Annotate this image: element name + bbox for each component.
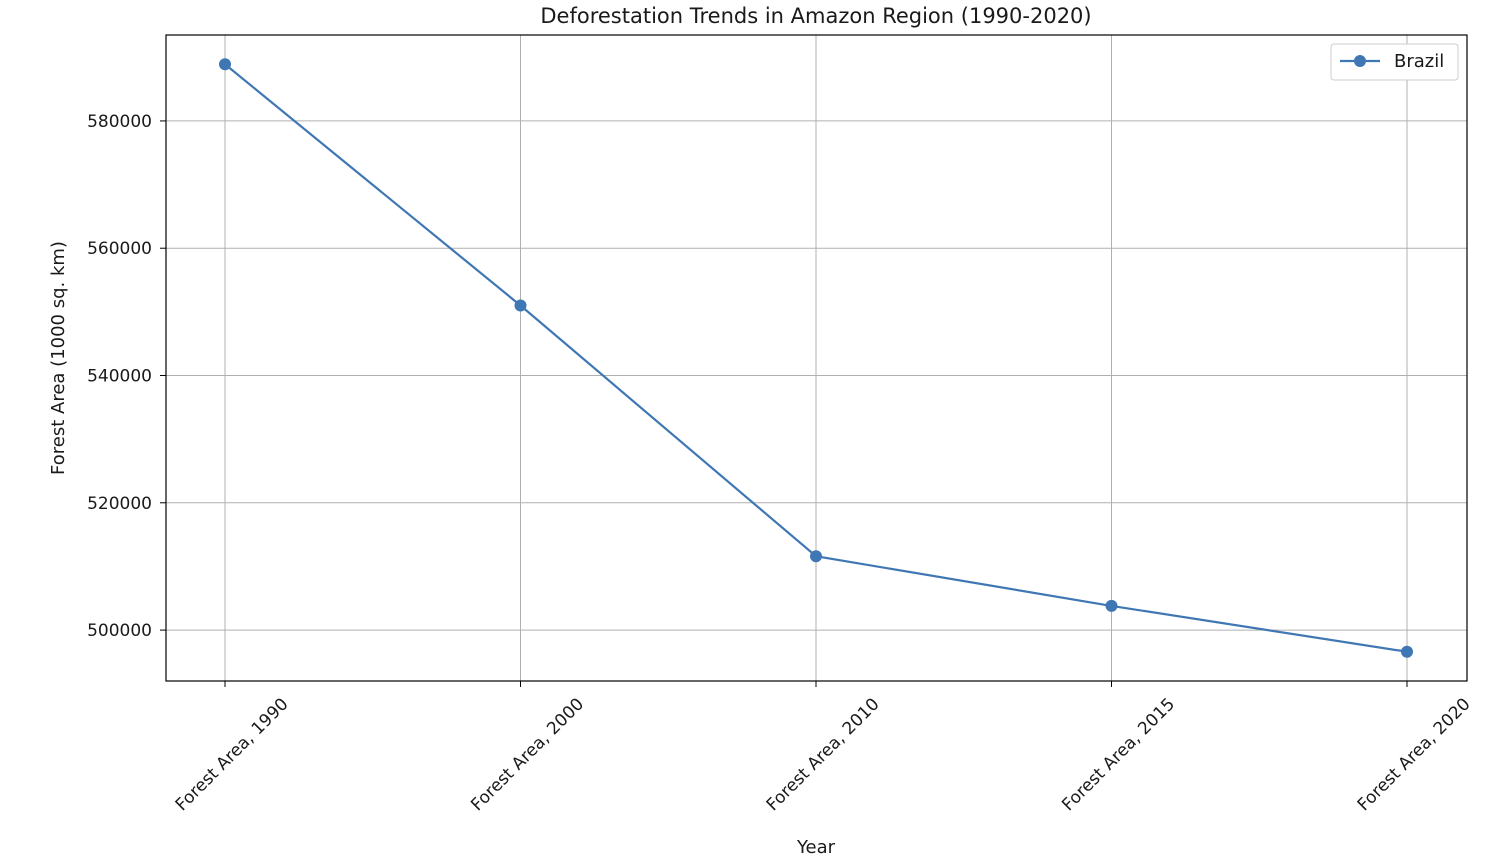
data-point bbox=[810, 550, 822, 563]
data-point bbox=[1401, 645, 1413, 658]
x-axis-label: Year bbox=[796, 837, 836, 858]
y-axis-label: Forest Area (1000 sq. km) bbox=[48, 241, 69, 475]
x-tick-label: Forest Area, 2015 bbox=[1058, 694, 1179, 815]
x-tick-label: Forest Area, 2010 bbox=[763, 694, 884, 815]
y-tick-label: 500000 bbox=[87, 621, 152, 641]
series-layer bbox=[219, 58, 1413, 658]
legend-box bbox=[1330, 43, 1459, 81]
data-point bbox=[219, 58, 231, 71]
y-tick-label: 520000 bbox=[87, 494, 152, 514]
x-tick-label: Forest Area, 1990 bbox=[172, 694, 293, 815]
grid bbox=[166, 35, 1467, 681]
y-tick-label: 540000 bbox=[87, 367, 152, 387]
legend-label-brazil: Brazil bbox=[1394, 51, 1444, 72]
y-tick-label: 560000 bbox=[87, 239, 152, 259]
data-point bbox=[514, 299, 527, 312]
legend: Brazil bbox=[1330, 43, 1459, 81]
chart-title: Deforestation Trends in Amazon Region (1… bbox=[540, 4, 1091, 28]
x-tick-label: Forest Area, 2020 bbox=[1354, 694, 1475, 815]
data-point bbox=[1105, 599, 1118, 612]
legend-marker-brazil bbox=[1354, 55, 1366, 67]
ticks: Forest Area, 1990 Forest Area, 2000 Forest… bbox=[87, 112, 1474, 815]
y-tick-label: 580000 bbox=[87, 112, 152, 132]
x-tick-label: Forest Area, 2000 bbox=[467, 694, 588, 815]
